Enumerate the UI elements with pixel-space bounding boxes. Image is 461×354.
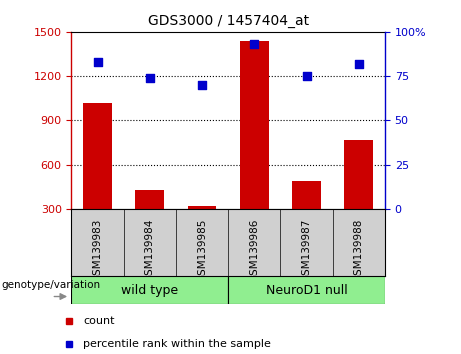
Bar <box>292 181 321 209</box>
Bar <box>228 276 385 304</box>
Text: GSM139987: GSM139987 <box>301 219 312 282</box>
Bar <box>71 276 228 304</box>
Bar <box>240 41 269 209</box>
Point <box>251 41 258 47</box>
Text: wild type: wild type <box>121 284 178 297</box>
Bar <box>136 190 164 209</box>
Text: NeuroD1 null: NeuroD1 null <box>266 284 348 297</box>
Text: GSM139983: GSM139983 <box>93 219 103 282</box>
Text: GSM139986: GSM139986 <box>249 219 260 282</box>
Text: GSM139984: GSM139984 <box>145 219 155 282</box>
Point <box>355 61 362 67</box>
Bar <box>83 103 112 209</box>
Text: GSM139985: GSM139985 <box>197 219 207 282</box>
Point <box>146 75 154 81</box>
Text: GSM139988: GSM139988 <box>354 219 364 282</box>
Point <box>303 73 310 79</box>
Text: percentile rank within the sample: percentile rank within the sample <box>83 339 271 349</box>
Point <box>94 59 101 65</box>
Bar <box>344 139 373 209</box>
Bar <box>188 206 217 209</box>
Title: GDS3000 / 1457404_at: GDS3000 / 1457404_at <box>148 14 309 28</box>
Text: genotype/variation: genotype/variation <box>1 280 100 290</box>
Point <box>198 82 206 88</box>
Text: count: count <box>83 316 114 326</box>
